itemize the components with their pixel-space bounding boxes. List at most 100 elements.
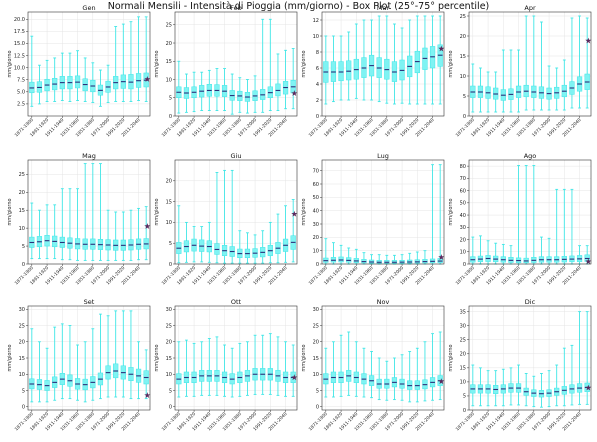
y-tick-label: 0: [463, 408, 466, 414]
box-1971-2000: [399, 354, 405, 401]
plot-frame: [27, 159, 151, 265]
box-1911-1940: [353, 341, 359, 397]
y-tick-label: 10: [166, 77, 172, 83]
y-tick-label: 5: [169, 388, 172, 394]
y-tick-label: 15: [19, 208, 25, 214]
box-1911-1940: [59, 188, 65, 261]
box-1901-1930: [493, 370, 499, 407]
box-1941-1970: [229, 347, 235, 398]
box-2001-2030: [569, 344, 575, 406]
subplot-feb: Feb05101520251871-19001891-19201911-1940…: [154, 4, 298, 138]
box-1911-1940: [500, 243, 506, 265]
box-1911-1940: [353, 23, 359, 99]
box-2021-2050: [437, 15, 443, 105]
box-1881-1910: [330, 242, 337, 265]
y-tick-label: 5: [169, 241, 172, 247]
plot-frame: [174, 305, 298, 411]
box-1951-1980: [90, 163, 96, 261]
box-1871-1900: [29, 35, 35, 107]
y-axis-label: mm/giorno: [154, 50, 160, 77]
box-1881-1910: [477, 235, 484, 265]
box-1891-1920: [485, 240, 491, 265]
box-1961-1990: [391, 254, 398, 265]
box-2001-2030: [569, 188, 575, 265]
y-axis-label: mm/giorno: [154, 344, 160, 371]
subplot-apr: Apr05101520251871-19001891-19201911-1940…: [448, 4, 592, 138]
box-1991-2020: [414, 15, 420, 105]
box-1971-2000: [252, 234, 258, 264]
box-1941-1970: [229, 73, 235, 115]
subplot-nov: Nov0510152025301871-19001891-19201911-19…: [301, 298, 445, 432]
box-2001-2030: [128, 310, 134, 400]
box-2021-2050: [143, 349, 149, 400]
box-1931-1960: [74, 344, 81, 401]
box-1971-2000: [105, 64, 111, 103]
box-1911-1940: [206, 69, 212, 111]
box-1991-2020: [267, 18, 273, 111]
box-2011-2040: [429, 164, 436, 265]
box-1891-1920: [44, 59, 50, 102]
box-1881-1910: [183, 221, 190, 263]
box-1931-1960: [515, 165, 522, 265]
y-axis-label: mm/giorno: [7, 344, 13, 371]
y-tick-label: 20: [166, 41, 172, 47]
box-1911-1940: [353, 248, 359, 265]
box-1991-2020: [414, 347, 420, 403]
box-2011-2040: [135, 207, 142, 261]
box-1901-1930: [199, 341, 205, 396]
y-tick-label: 60: [313, 182, 319, 188]
box-1931-1960: [221, 68, 228, 111]
box-1951-1980: [90, 328, 96, 401]
box-1911-1940: [59, 323, 65, 400]
box-1871-1900: [470, 63, 476, 113]
box-1991-2020: [414, 251, 420, 265]
y-tick-label: 7.5: [17, 78, 25, 84]
box-2001-2030: [275, 53, 281, 111]
box-1881-1910: [36, 64, 43, 105]
box-1951-1980: [384, 360, 390, 401]
box-1931-1960: [74, 188, 81, 261]
y-tick-label: 10: [460, 250, 466, 256]
box-2021-2050: [290, 344, 296, 397]
subplot-ott: Ott0510152025301871-19001891-19201911-19…: [154, 298, 298, 432]
marker-star: [585, 258, 592, 265]
box-1961-1990: [538, 236, 545, 265]
box-1961-1990: [391, 23, 398, 105]
y-tick-label: 0: [22, 405, 25, 411]
y-tick-label: 2: [316, 98, 319, 104]
box-1981-2010: [554, 188, 560, 265]
box-1971-2000: [105, 209, 111, 261]
marker-star: [291, 210, 298, 217]
box-2021-2050: [143, 206, 149, 261]
y-axis-label: mm/giorno: [7, 198, 13, 225]
y-tick-label: 15: [313, 356, 319, 362]
y-tick-label: 15.0: [14, 41, 25, 47]
box-1931-1960: [74, 50, 81, 101]
box-1891-1920: [338, 244, 344, 265]
box-1921-1950: [67, 325, 73, 400]
box-1891-1920: [44, 347, 50, 403]
box-2021-2050: [143, 16, 149, 102]
plot-frame: [468, 159, 592, 265]
subplot-title: Feb: [230, 4, 242, 12]
box-2001-2030: [422, 341, 428, 402]
box-1971-2000: [252, 334, 258, 395]
box-1981-2010: [113, 310, 119, 398]
y-tick-label: 30: [313, 307, 319, 313]
y-tick-label: 5: [463, 394, 466, 400]
box-1981-2010: [554, 364, 560, 407]
y-tick-label: 50: [460, 201, 466, 207]
figure-title: Normali Mensili - Intensità di Pioggia (…: [107, 1, 490, 12]
box-1871-1900: [176, 341, 182, 398]
box-1901-1930: [493, 242, 499, 265]
y-tick-label: 10: [19, 372, 25, 378]
box-1901-1930: [52, 204, 58, 260]
y-tick-label: 25: [19, 172, 25, 178]
box-2001-2030: [128, 209, 134, 261]
y-tick-label: 5: [22, 244, 25, 250]
plot-frame: [321, 11, 445, 117]
y-tick-label: 10: [313, 34, 319, 40]
marker-star: [291, 374, 298, 381]
marker-star: [438, 254, 445, 260]
marker-star: [144, 223, 151, 229]
